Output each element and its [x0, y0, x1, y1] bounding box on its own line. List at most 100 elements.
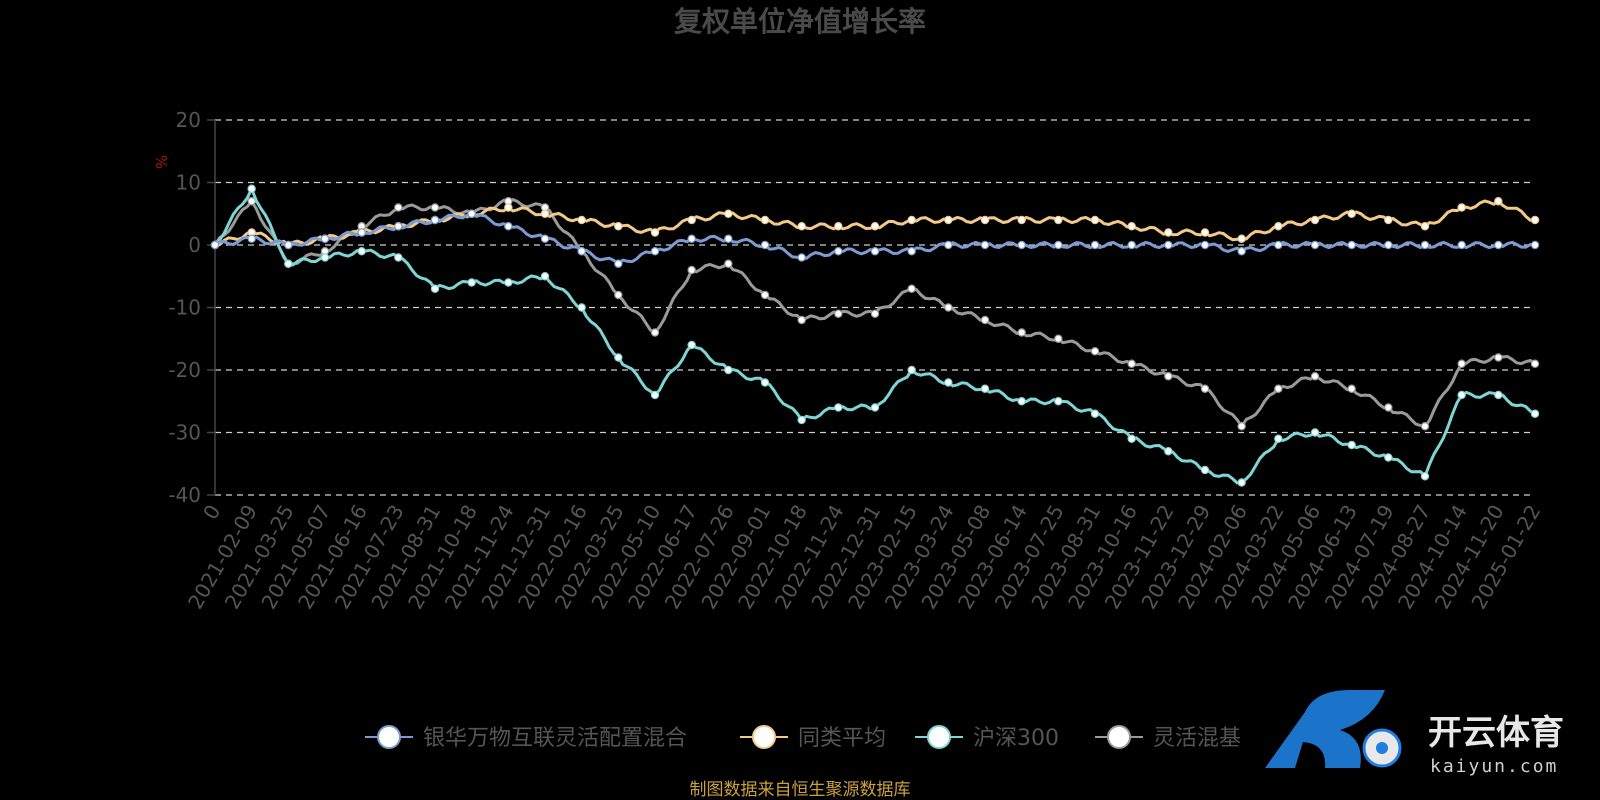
data-point — [577, 303, 586, 312]
data-point — [1494, 353, 1503, 362]
data-point — [357, 247, 366, 256]
data-point — [687, 215, 696, 225]
data-point — [760, 290, 770, 300]
data-point — [614, 222, 623, 231]
legend-item-label[interactable]: 同类平均 — [798, 726, 886, 751]
data-point — [1384, 453, 1393, 462]
data-point — [1090, 347, 1100, 356]
data-point — [797, 253, 806, 262]
data-point — [1384, 403, 1393, 412]
legend-swatch-marker — [927, 725, 951, 749]
watermark-logo: 开云体育 kaiyun.com — [1265, 690, 1564, 777]
data-point — [870, 247, 880, 256]
data-point — [1017, 328, 1026, 337]
data-point — [760, 378, 770, 387]
data-point — [504, 222, 513, 231]
y-axis-label: % — [152, 155, 170, 169]
data-point — [870, 222, 880, 231]
data-point — [1090, 240, 1100, 250]
data-point — [1017, 215, 1026, 225]
data-point — [1127, 222, 1136, 231]
y-tick-label: 20 — [176, 108, 201, 132]
data-point — [394, 222, 403, 231]
y-tick-label: -40 — [168, 483, 201, 507]
data-point — [1164, 240, 1173, 250]
data-point — [1310, 372, 1320, 381]
data-point — [1494, 197, 1503, 206]
legend-item-label[interactable]: 沪深300 — [973, 726, 1059, 751]
data-point — [1127, 434, 1136, 443]
data-point — [467, 209, 476, 218]
data-point — [1347, 440, 1356, 450]
legend: 银华万物互联灵活配置混合 同类平均 沪深300 灵活混基 — [365, 725, 1241, 751]
source-note: 制图数据来自恒生聚源数据库 — [690, 780, 911, 800]
chart-title: 复权单位净值增长率 — [674, 5, 926, 38]
data-point — [650, 228, 660, 237]
data-point — [1347, 209, 1356, 218]
data-point — [430, 203, 440, 212]
x-axis: 02021-02-092021-03-252021-05-072021-06-1… — [183, 500, 1545, 613]
data-point — [760, 240, 770, 250]
data-point — [284, 240, 293, 250]
data-point — [834, 222, 843, 231]
data-point — [944, 240, 953, 250]
data-point — [980, 315, 990, 325]
watermark-brand-en: kaiyun.com — [1430, 756, 1558, 777]
legend-swatch-marker — [377, 725, 401, 749]
data-point — [1310, 215, 1320, 225]
data-point — [1237, 422, 1246, 431]
data-point — [430, 215, 440, 225]
data-point — [724, 259, 733, 268]
grid — [215, 119, 1535, 496]
data-point — [1457, 203, 1466, 212]
y-tick-label: 0 — [188, 233, 201, 257]
data-point — [1237, 234, 1246, 243]
data-point — [724, 209, 733, 218]
y-axis: 20 10 0 -10 -20 -30 -40 — [168, 108, 215, 507]
data-point — [247, 234, 256, 243]
data-point — [944, 378, 953, 387]
data-point — [1494, 390, 1503, 400]
legend-item-label[interactable]: 灵活混基 — [1153, 726, 1241, 751]
data-point — [834, 309, 843, 318]
data-point — [797, 315, 806, 325]
data-point — [320, 234, 330, 243]
x-tick-label: 0 — [198, 501, 225, 524]
data-point — [1347, 384, 1356, 393]
data-point — [1237, 478, 1246, 487]
data-point — [1054, 397, 1063, 406]
watermark-brand-cn: 开云体育 — [1428, 713, 1564, 753]
data-point — [247, 184, 256, 193]
data-point — [1127, 240, 1136, 250]
data-point — [650, 328, 660, 337]
data-point — [1274, 222, 1283, 231]
data-point — [797, 415, 806, 425]
data-point — [1530, 240, 1540, 250]
data-point — [1017, 397, 1026, 406]
data-point — [724, 234, 733, 243]
data-point — [467, 278, 476, 287]
data-point — [687, 340, 696, 350]
data-point — [1090, 409, 1100, 418]
data-point — [1420, 422, 1430, 431]
data-point — [1274, 384, 1283, 393]
data-point — [540, 234, 550, 243]
data-point — [504, 203, 513, 212]
data-point — [650, 247, 660, 256]
data-point — [870, 403, 880, 412]
data-point — [1200, 384, 1210, 393]
data-point — [1457, 359, 1466, 368]
data-point — [907, 365, 916, 375]
data-point — [907, 247, 916, 256]
data-point — [1237, 247, 1246, 256]
legend-item-label[interactable]: 银华万物互联灵活配置混合 — [423, 726, 687, 751]
data-point — [1457, 390, 1466, 400]
data-point — [1274, 434, 1283, 443]
data-point — [1017, 240, 1026, 250]
data-point — [724, 365, 733, 375]
data-point — [944, 215, 953, 225]
data-point — [1310, 240, 1320, 250]
data-point — [1530, 409, 1540, 418]
data-point — [980, 240, 990, 250]
data-point — [540, 209, 550, 218]
